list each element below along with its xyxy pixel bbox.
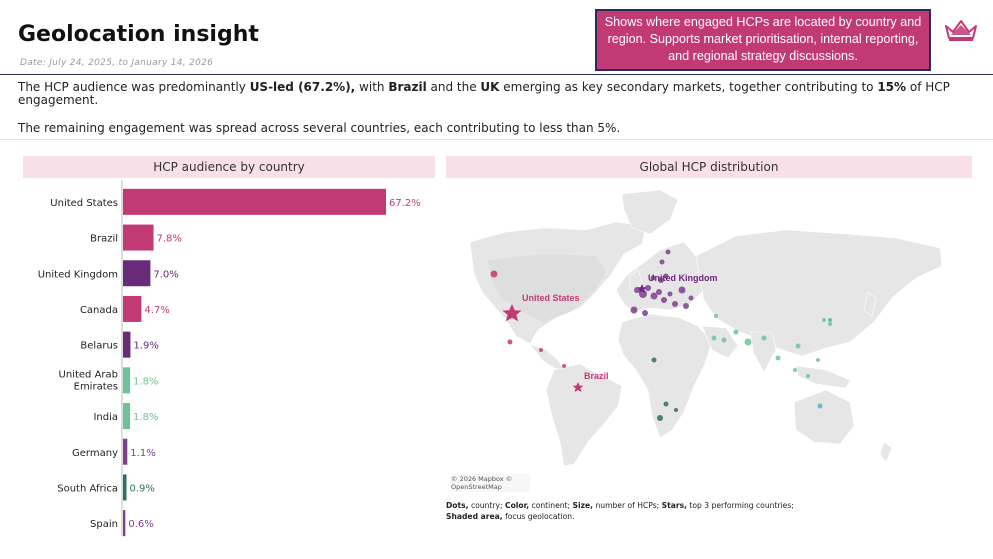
map-dot xyxy=(490,270,498,278)
map-dot xyxy=(683,303,689,309)
bar-belarus[interactable] xyxy=(123,331,131,358)
map-dot xyxy=(822,318,826,322)
page-title: Geolocation insight xyxy=(18,22,259,47)
bar-united-arab-emirates[interactable] xyxy=(123,367,131,394)
bar-germany[interactable] xyxy=(123,438,128,465)
map-dot xyxy=(711,335,717,341)
map-dot xyxy=(661,297,667,303)
map-dot xyxy=(658,277,664,283)
map-star-brazil xyxy=(572,382,584,392)
map-dot xyxy=(817,403,823,409)
bar-value-label: 1.9% xyxy=(133,341,158,352)
date-range: Date: July 24, 2025, to January 14, 2026 xyxy=(20,58,214,68)
summary-paragraph-2: The remaining engagement was spread acro… xyxy=(18,121,621,135)
map-dot xyxy=(656,289,662,295)
map-dot xyxy=(806,374,810,378)
map-label-united-states: United States xyxy=(522,293,580,303)
map-country-dots xyxy=(490,249,832,421)
map-dot xyxy=(663,401,669,407)
bar-value-label: 7.0% xyxy=(153,269,178,280)
map-dot xyxy=(645,285,651,291)
bar-united-kingdom[interactable] xyxy=(123,260,151,287)
map-dot xyxy=(639,290,647,298)
map-attribution[interactable]: © 2026 Mapbox © OpenStreetMap xyxy=(450,474,530,492)
bar-value-label: 0.6% xyxy=(128,519,153,530)
map-dot xyxy=(674,408,678,412)
bar-chart-title: HCP audience by country xyxy=(23,156,435,178)
map-dot xyxy=(663,273,669,279)
info-callout: Shows where engaged HCPs are located by … xyxy=(595,9,931,71)
map-dot xyxy=(733,329,739,335)
bar-value-label: 67.2% xyxy=(389,198,421,209)
map-dot xyxy=(659,259,665,265)
bar-category-label: United Arab Emirates xyxy=(59,369,118,392)
bar-category-label: United States xyxy=(50,198,118,209)
bar-spain[interactable] xyxy=(123,510,126,537)
map-dot xyxy=(665,249,671,255)
header-divider xyxy=(0,74,993,75)
map-dot xyxy=(795,343,801,349)
map-dot xyxy=(714,314,718,318)
bar-value-label: 1.1% xyxy=(130,448,155,459)
map-dot xyxy=(539,348,543,352)
map-dot xyxy=(793,368,797,372)
map-dot xyxy=(721,337,727,343)
global-hcp-map[interactable]: United Kingdom United States Brazil xyxy=(446,180,972,472)
bar-south-africa[interactable] xyxy=(123,474,127,501)
bar-category-label: Belarus xyxy=(80,341,118,352)
map-title: Global HCP distribution xyxy=(446,156,972,178)
map-label-brazil: Brazil xyxy=(584,371,609,381)
map-dot xyxy=(667,291,673,297)
map-dot xyxy=(672,301,678,307)
bar-value-label: 0.9% xyxy=(130,483,155,494)
map-dot xyxy=(744,338,752,346)
bar-brazil[interactable] xyxy=(123,224,154,251)
bar-value-label: 1.8% xyxy=(133,376,158,387)
map-dot xyxy=(828,318,832,322)
hcp-country-bar-chart: United States 67.2% Brazil 7.8% United Kingd… xyxy=(38,180,421,537)
bar-category-label: Spain xyxy=(90,519,118,530)
map-dot xyxy=(688,295,694,301)
map-label-united-kingdom: United Kingdom xyxy=(648,273,718,283)
bar-category-label: United Kingdom xyxy=(38,269,118,280)
map-dot xyxy=(642,310,648,316)
bar-value-label: 7.8% xyxy=(157,234,182,245)
bar-category-label: Canada xyxy=(80,305,118,316)
bar-category-label: South Africa xyxy=(57,483,118,494)
map-dot xyxy=(828,322,832,326)
crown-logo-icon xyxy=(945,20,977,41)
bar-category-label: Germany xyxy=(72,448,118,459)
bar-category-label: Brazil xyxy=(90,234,118,245)
map-dot xyxy=(775,355,781,361)
map-dot xyxy=(816,358,820,362)
map-dot xyxy=(562,364,566,368)
map-dot xyxy=(650,292,658,300)
map-star-united-kingdom xyxy=(637,284,647,293)
bar-category-label: India xyxy=(93,412,118,423)
bar-canada[interactable] xyxy=(123,295,142,322)
map-dot xyxy=(761,335,767,341)
map-dot xyxy=(657,415,663,421)
bar-united-states[interactable] xyxy=(123,188,386,215)
summary-paragraph-1: The HCP audience was predominantly US-le… xyxy=(18,80,950,107)
map-dot xyxy=(678,286,686,294)
bar-value-label: 1.8% xyxy=(133,412,158,423)
map-dot xyxy=(507,339,513,345)
map-dot xyxy=(630,306,638,314)
map-dot xyxy=(651,357,657,363)
bar-india[interactable] xyxy=(123,403,131,430)
bar-value-label: 4.7% xyxy=(144,305,169,316)
summary-text: The HCP audience was predominantly US-le… xyxy=(18,81,978,150)
map-legend: Dots, country; Color, continent; Size, n… xyxy=(446,501,794,521)
map-star-united-states xyxy=(502,304,522,322)
map-shaded-focus-area xyxy=(488,254,606,322)
map-dot xyxy=(650,275,656,281)
section-divider xyxy=(0,139,993,140)
